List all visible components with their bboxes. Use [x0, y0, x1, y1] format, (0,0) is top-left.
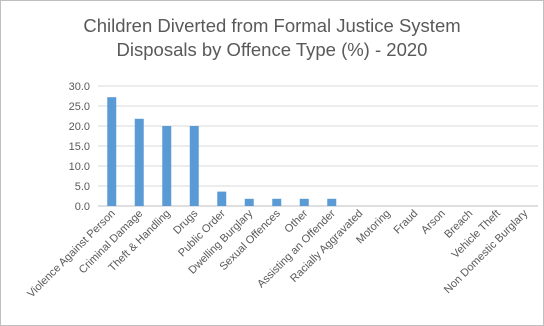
bar: [217, 191, 227, 206]
y-tick-label: 30.0: [69, 81, 90, 93]
y-tick-label: 20.0: [69, 121, 90, 133]
bar: [189, 126, 199, 206]
chart-title-line2: Disposals by Offence Type (%) - 2020: [116, 39, 428, 60]
bar: [134, 118, 144, 206]
y-tick-label: 0.0: [75, 201, 90, 213]
bar: [244, 198, 254, 206]
bar: [162, 126, 172, 206]
y-tick-label: 5.0: [75, 181, 90, 193]
chart-title-line1: Children Diverted from Formal Justice Sy…: [83, 15, 461, 36]
bar: [107, 97, 117, 206]
y-axis-ticks: 0.0 5.0 10.0 15.0 20.0 25.0 30.0: [69, 81, 90, 213]
bar: [272, 198, 282, 206]
gridlines: [98, 85, 538, 207]
chart-title: Children Diverted from Formal Justice Sy…: [0, 14, 544, 62]
x-category-label: Fraud: [392, 208, 421, 237]
bars: [107, 97, 337, 206]
y-tick-label: 10.0: [69, 161, 90, 173]
bar: [327, 198, 337, 206]
y-tick-label: 15.0: [69, 141, 90, 153]
y-tick-label: 25.0: [69, 101, 90, 113]
bar: [299, 198, 309, 206]
